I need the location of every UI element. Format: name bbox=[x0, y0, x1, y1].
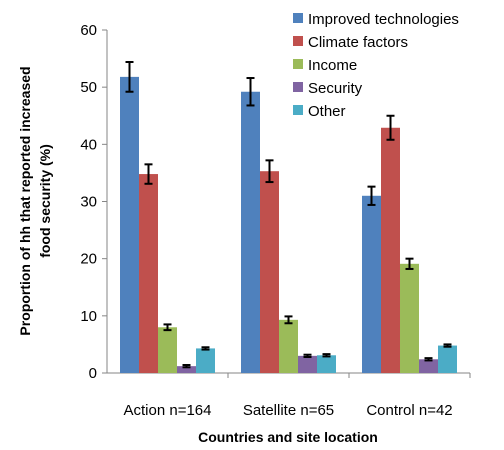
legend-swatch bbox=[293, 82, 303, 92]
y-tick-label: 10 bbox=[80, 308, 97, 325]
bar bbox=[438, 345, 457, 373]
y-tick-label: 0 bbox=[89, 365, 97, 382]
bar bbox=[317, 355, 336, 373]
legend-swatch bbox=[293, 13, 303, 23]
x-tick-label: Control n=42 bbox=[366, 402, 452, 419]
bar bbox=[400, 263, 419, 373]
bar bbox=[139, 174, 158, 373]
legend-label: Climate factors bbox=[308, 34, 408, 51]
bar bbox=[381, 127, 400, 373]
y-tick-label: 20 bbox=[80, 251, 97, 268]
bar bbox=[241, 91, 260, 374]
bar bbox=[196, 348, 215, 373]
y-axis-title-line-1: Proportion of hh that reported increased bbox=[17, 66, 33, 335]
y-tick-label: 40 bbox=[80, 136, 97, 153]
legend-swatch bbox=[293, 59, 303, 69]
legend-swatch bbox=[293, 36, 303, 46]
x-tick-label: Satellite n=65 bbox=[243, 402, 334, 419]
y-axis-title-line-2: food security (%) bbox=[37, 144, 53, 258]
y-axis-title: Proportion of hh that reported increased… bbox=[17, 66, 53, 335]
legend: Improved technologies Climate factors Inco… bbox=[293, 11, 459, 120]
y-tick-label: 50 bbox=[80, 79, 97, 96]
bar bbox=[158, 327, 177, 373]
x-tick-label: Action n=164 bbox=[124, 402, 212, 419]
bar bbox=[279, 319, 298, 373]
bar bbox=[177, 366, 196, 373]
legend-label: Improved technologies bbox=[308, 11, 459, 28]
x-ticks: Action n=164 Satellite n=65 Control n=42 bbox=[124, 373, 471, 419]
legend-label: Other bbox=[308, 103, 346, 120]
bars bbox=[120, 76, 457, 374]
legend-swatch bbox=[293, 105, 303, 115]
bar bbox=[120, 76, 139, 374]
legend-label: Security bbox=[308, 80, 363, 97]
y-tick-label: 60 bbox=[80, 22, 97, 39]
bar bbox=[298, 355, 317, 373]
bar bbox=[419, 359, 438, 373]
bar bbox=[260, 171, 279, 373]
y-ticks: 0 10 20 30 40 50 60 bbox=[80, 22, 107, 382]
error-bars bbox=[125, 61, 452, 369]
x-axis-title: Countries and site location bbox=[198, 429, 378, 445]
bar bbox=[362, 195, 381, 373]
legend-label: Income bbox=[308, 57, 357, 74]
y-tick-label: 30 bbox=[80, 194, 97, 211]
